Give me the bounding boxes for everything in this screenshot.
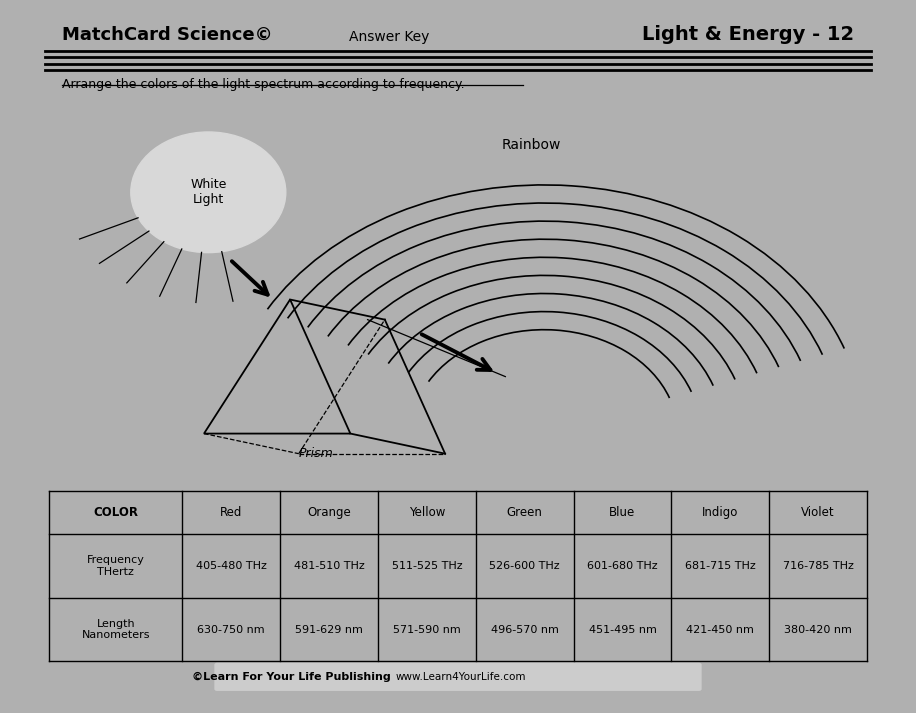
Text: 421-450 nm: 421-450 nm [686, 625, 754, 635]
Text: 405-480 THz: 405-480 THz [196, 561, 267, 571]
FancyBboxPatch shape [214, 663, 702, 691]
Text: Violet: Violet [802, 506, 834, 519]
Text: COLOR: COLOR [93, 506, 138, 519]
Text: 681-715 THz: 681-715 THz [685, 561, 756, 571]
Text: Green: Green [507, 506, 542, 519]
Text: Orange: Orange [307, 506, 351, 519]
Text: Yellow: Yellow [409, 506, 445, 519]
Text: 716-785 THz: 716-785 THz [782, 561, 854, 571]
Text: Blue: Blue [609, 506, 636, 519]
Text: 511-525 THz: 511-525 THz [391, 561, 463, 571]
Text: ©Learn For Your Life Publishing: ©Learn For Your Life Publishing [192, 672, 391, 682]
Text: 481-510 THz: 481-510 THz [294, 561, 365, 571]
Text: Red: Red [220, 506, 243, 519]
Text: Light & Energy - 12: Light & Energy - 12 [642, 24, 854, 43]
Text: Indigo: Indigo [702, 506, 738, 519]
Text: Prism: Prism [299, 447, 333, 460]
Text: www.Learn4YourLife.com: www.Learn4YourLife.com [396, 672, 527, 682]
Text: Answer Key: Answer Key [349, 29, 430, 43]
Text: Length
Nanometers: Length Nanometers [82, 619, 150, 640]
Circle shape [131, 132, 286, 252]
Text: 601-680 THz: 601-680 THz [587, 561, 658, 571]
Text: 630-750 nm: 630-750 nm [198, 625, 265, 635]
Text: Arrange the colors of the light spectrum according to frequency.: Arrange the colors of the light spectrum… [62, 78, 464, 91]
Text: 380-420 nm: 380-420 nm [784, 625, 852, 635]
Text: 451-495 nm: 451-495 nm [589, 625, 657, 635]
Text: MatchCard Science©: MatchCard Science© [62, 26, 273, 43]
Text: White
Light: White Light [191, 178, 226, 206]
Text: 496-570 nm: 496-570 nm [491, 625, 559, 635]
Text: Frequency
THertz: Frequency THertz [87, 555, 145, 577]
Text: 526-600 THz: 526-600 THz [489, 561, 560, 571]
Text: 571-590 nm: 571-590 nm [393, 625, 461, 635]
Text: 591-629 nm: 591-629 nm [295, 625, 363, 635]
Text: Rainbow: Rainbow [501, 138, 561, 153]
